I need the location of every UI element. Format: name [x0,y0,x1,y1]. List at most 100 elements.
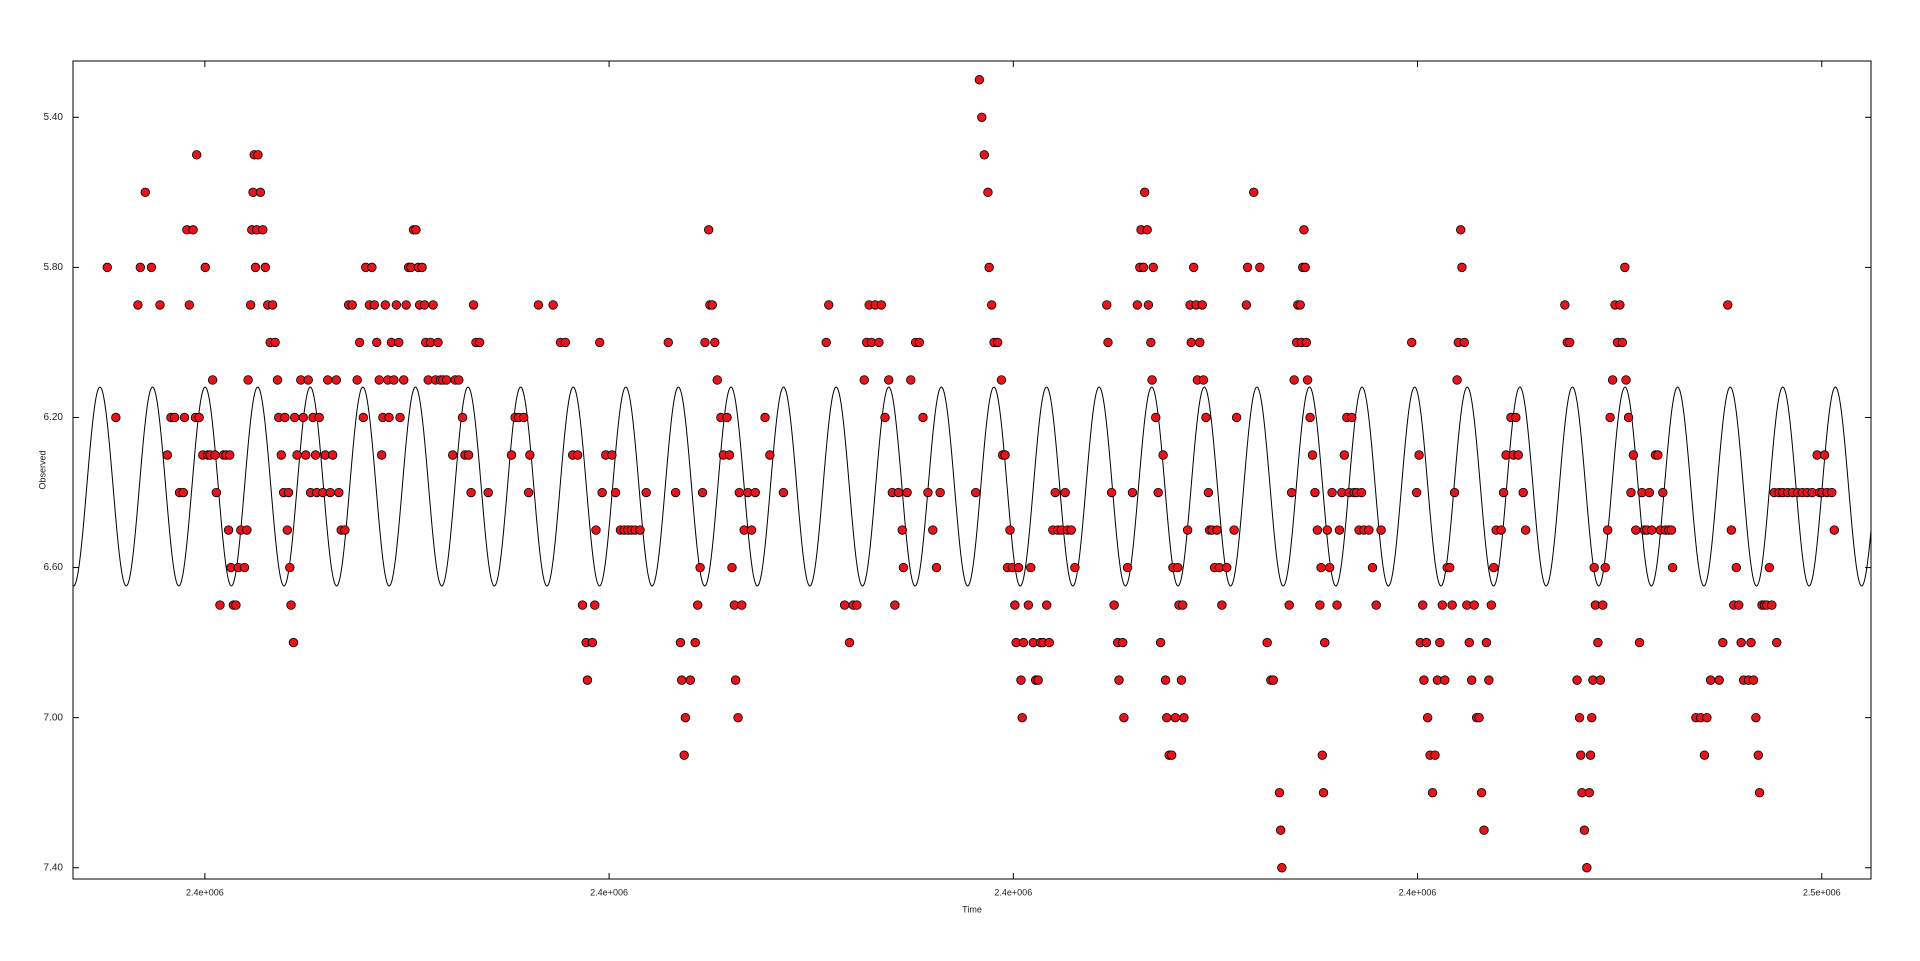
data-point [1295,300,1305,310]
data-point [1284,600,1294,610]
data-point [1723,300,1733,310]
data-point [1109,600,1119,610]
data-point [1589,562,1599,573]
data-point [1467,675,1477,685]
data-point [1746,637,1756,648]
data-point [1198,375,1209,385]
data-point [1726,525,1737,535]
data-point [1179,712,1189,723]
data-point [292,450,302,460]
data-point [1013,562,1024,573]
data-point [276,450,286,460]
data-point [730,675,741,685]
data-point [380,300,391,310]
data-point [135,262,146,273]
data-point [884,375,894,385]
data-point [572,450,583,460]
data-point [1275,825,1286,835]
data-point [258,225,268,235]
data-point [1440,675,1450,685]
data-point [280,412,290,423]
data-point [1585,750,1596,760]
data-point [391,300,402,310]
data-point [1489,562,1499,573]
data-point [690,637,700,648]
data-point [395,412,405,423]
data-point [1201,412,1211,423]
data-point [1437,600,1448,610]
data-point [1748,675,1759,685]
data-point [1302,375,1313,385]
data-point [1017,712,1027,723]
data-point [1593,637,1603,648]
data-point [1605,412,1615,423]
data-point [1203,487,1214,498]
data-point [1702,712,1712,723]
data-point [1147,375,1157,385]
data-point [607,450,617,460]
data-point [984,262,994,273]
data-point [1106,487,1117,498]
data-point [331,375,342,385]
x-tick-label: 2.4e+006 [590,887,628,897]
data-point [1127,487,1138,498]
data-point [1511,412,1521,423]
data-point [1146,337,1156,348]
data-point [239,562,250,573]
data-point [1300,262,1310,273]
data-point [914,337,925,348]
data-point [347,300,357,310]
data-point [1617,337,1628,348]
data-point [1767,600,1777,610]
data-point [200,262,210,273]
data-point [1452,375,1462,385]
data-point [1457,262,1467,273]
data-point [1249,187,1259,198]
data-point [1310,487,1320,498]
y-tick-label: 7.00 [44,712,64,723]
plot-frame [72,60,1872,880]
data-point [1474,712,1484,723]
data-point [1305,412,1315,423]
data-point [288,637,299,648]
data-point [1139,187,1150,198]
data-point [1255,262,1265,273]
data-point [1117,637,1128,648]
data-point [1268,675,1279,685]
data-point [977,112,987,122]
data-point [1316,562,1326,573]
data-point [1430,750,1440,760]
data-point [285,562,295,573]
data-point [223,525,234,535]
data-point [1277,863,1287,873]
data-point [902,487,912,498]
data-point [893,487,904,498]
data-point [918,412,928,423]
data-point [677,675,687,685]
x-tick-label: 2.4e+006 [186,887,224,897]
data-point [1447,600,1457,610]
data-point [703,225,714,235]
data-point [1574,712,1585,723]
data-point [1176,675,1187,685]
data-point [433,337,443,348]
data-point [525,450,535,460]
data-point [111,412,121,423]
data-point [310,450,321,460]
data-point [876,300,887,310]
data-point [457,412,468,423]
data-point [983,187,993,198]
data-point [372,337,382,348]
data-point [1143,300,1154,310]
data-point [1324,562,1335,573]
data-point [506,450,517,460]
data-point [582,675,593,685]
data-point [1317,750,1328,760]
data-point [906,375,916,385]
data-point [591,525,601,535]
data-point [880,412,890,423]
data-point [635,525,645,535]
x-axis-title: Time [962,904,982,914]
data-point [1318,787,1329,798]
data-point [1705,675,1716,685]
